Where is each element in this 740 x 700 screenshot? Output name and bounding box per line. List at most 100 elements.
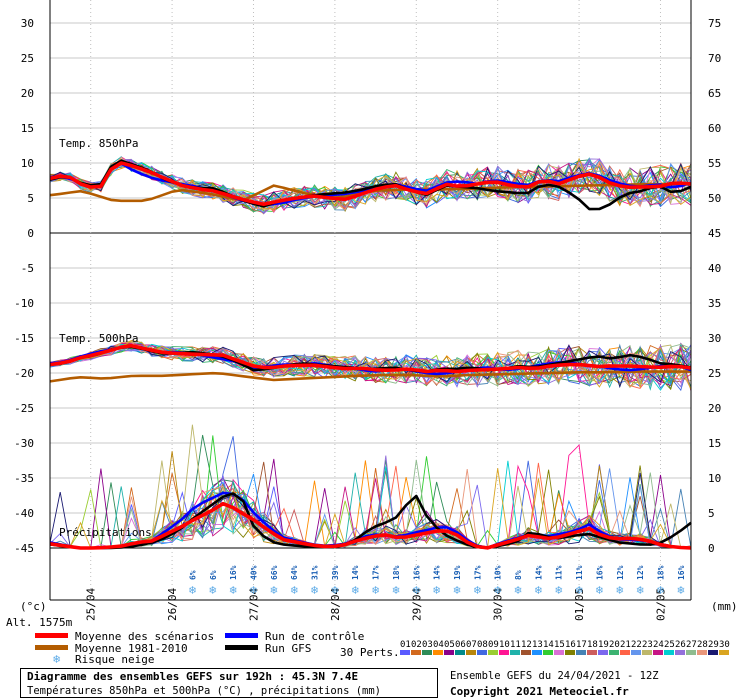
pert-line-t500 bbox=[49, 342, 692, 392]
snow-risk-pct: 14% bbox=[433, 565, 442, 580]
y-tick-label-right: 50 bbox=[708, 192, 721, 205]
plot-area bbox=[50, 0, 691, 600]
pert-number: 01 bbox=[400, 640, 411, 650]
series-line-t500-climo bbox=[49, 370, 691, 383]
y-tick-label-left: -45 bbox=[14, 542, 34, 555]
main-series-lines bbox=[49, 159, 692, 550]
x-tick-label: 28/04 bbox=[329, 588, 342, 621]
pert-swatch bbox=[477, 650, 487, 655]
pert-number: 13 bbox=[532, 640, 543, 650]
footer-subtitle: Températures 850hPa et 500hPa (°C) , pré… bbox=[27, 685, 382, 697]
snow-icon: ❄ bbox=[677, 583, 684, 597]
snow-icon: ❄ bbox=[657, 583, 664, 597]
pert-swatch bbox=[620, 650, 630, 655]
pert-number: 08 bbox=[477, 640, 488, 650]
pert-swatch bbox=[543, 650, 553, 655]
y-tick-label-right: 60 bbox=[708, 122, 721, 135]
legend-snow-icon: ❄ bbox=[53, 652, 60, 666]
pert-number: 11 bbox=[510, 640, 521, 650]
y-tick-label-left: -25 bbox=[14, 402, 34, 415]
snow-risk-pct: 31% bbox=[311, 565, 320, 580]
y-tick-label-right: 75 bbox=[708, 17, 721, 30]
snow-risk-pct: 12% bbox=[636, 565, 645, 580]
y-tick-label-right: 5 bbox=[708, 507, 715, 520]
snow-icon: ❄ bbox=[433, 583, 440, 597]
pert-number: 15 bbox=[554, 640, 565, 650]
pert-swatch bbox=[521, 650, 531, 655]
snow-risk-pct: 6% bbox=[188, 570, 197, 580]
section-label-precip: Précipitations bbox=[59, 526, 152, 539]
snow-icon: ❄ bbox=[209, 583, 216, 597]
snow-icon: ❄ bbox=[189, 583, 196, 597]
snow-risk-pct: 18% bbox=[656, 565, 665, 580]
snow-icon: ❄ bbox=[453, 583, 460, 597]
y-tick-label-right: 0 bbox=[708, 542, 715, 555]
legend-swatch-mean bbox=[35, 633, 68, 638]
y-tick-label-left: -30 bbox=[14, 437, 34, 450]
pert-swatch bbox=[565, 650, 575, 655]
snow-icon: ❄ bbox=[291, 583, 298, 597]
y-tick-label-left: -5 bbox=[21, 262, 34, 275]
legend-swatch-climo bbox=[35, 645, 68, 650]
series-line-precip-gfs bbox=[49, 492, 692, 550]
snow-risk-pct: 16% bbox=[229, 565, 238, 580]
snow-icon: ❄ bbox=[514, 583, 521, 597]
snow-risk-pct: 18% bbox=[392, 565, 401, 580]
left-axis-unit: (°c) bbox=[20, 600, 47, 613]
footer-title-box: Diagramme des ensembles GEFS sur 192h : … bbox=[20, 668, 438, 698]
snow-icon: ❄ bbox=[637, 583, 644, 597]
legend-label-snow: Risque neige bbox=[75, 653, 154, 666]
pert-number: 05 bbox=[444, 640, 455, 650]
snow-icon: ❄ bbox=[372, 583, 379, 597]
pert-swatch bbox=[400, 650, 410, 655]
pert-swatch bbox=[609, 650, 619, 655]
perts-legend: 01 02 03 04 05 06 07 08 09 10 11 12 13 14 15 16 17 18 19 20… bbox=[400, 640, 730, 655]
pert-swatch bbox=[642, 650, 652, 655]
pert-swatch bbox=[598, 650, 608, 655]
snow-icon: ❄ bbox=[413, 583, 420, 597]
series-line-precip-mean bbox=[49, 501, 692, 550]
pert-swatch bbox=[411, 650, 421, 655]
pert-number: 24 bbox=[653, 640, 664, 650]
snow-risk-pct: 14% bbox=[534, 565, 543, 580]
y-tick-label-right: 35 bbox=[708, 297, 721, 310]
snow-risk-pct: 40% bbox=[249, 565, 258, 580]
snow-icon: ❄ bbox=[616, 583, 623, 597]
y-tick-label-left: 0 bbox=[27, 227, 34, 240]
legend-label-perts: 30 Perts. bbox=[340, 646, 400, 659]
x-tick-label: 01/05 bbox=[573, 588, 586, 621]
y-tick-label-right: 40 bbox=[708, 262, 721, 275]
pert-swatch bbox=[708, 650, 718, 655]
pert-swatch bbox=[631, 650, 641, 655]
pert-swatch bbox=[532, 650, 542, 655]
y-tick-label-left: 20 bbox=[21, 87, 34, 100]
snow-risk-pct: 11% bbox=[555, 565, 564, 580]
pert-number: 18 bbox=[587, 640, 598, 650]
pert-line-t500 bbox=[49, 344, 692, 389]
pert-swatch bbox=[697, 650, 707, 655]
pert-swatch bbox=[499, 650, 509, 655]
snow-icon: ❄ bbox=[331, 583, 338, 597]
pert-number: 02 bbox=[411, 640, 422, 650]
snow-icon: ❄ bbox=[535, 583, 542, 597]
pert-number: 16 bbox=[565, 640, 576, 650]
snow-risk-pct: 6% bbox=[209, 570, 218, 580]
pert-number: 04 bbox=[433, 640, 444, 650]
snow-icon: ❄ bbox=[555, 583, 562, 597]
snow-risk-pct: 16% bbox=[595, 565, 604, 580]
pert-number: 27 bbox=[686, 640, 697, 650]
pert-swatch bbox=[576, 650, 586, 655]
snow-risk-pct: 8% bbox=[514, 570, 523, 580]
pert-swatch bbox=[719, 650, 729, 655]
y-tick-label-left: 15 bbox=[21, 122, 34, 135]
pert-number: 06 bbox=[455, 640, 466, 650]
y-tick-label-left: 30 bbox=[21, 17, 34, 30]
pert-number: 21 bbox=[620, 640, 631, 650]
legend-swatch-gfs bbox=[225, 645, 258, 650]
y-tick-label-left: 10 bbox=[21, 157, 34, 170]
pert-swatch bbox=[510, 650, 520, 655]
snow-risk-row: 6% ❄ 6% ❄ 16% ❄ 40% ❄ 66% ❄ 64% ❄ 31% ❄ 39% ❄ 14% ❄ 17% ❄ 18… bbox=[188, 565, 685, 597]
x-tick-label: 02/05 bbox=[654, 588, 667, 621]
snow-icon: ❄ bbox=[270, 583, 277, 597]
